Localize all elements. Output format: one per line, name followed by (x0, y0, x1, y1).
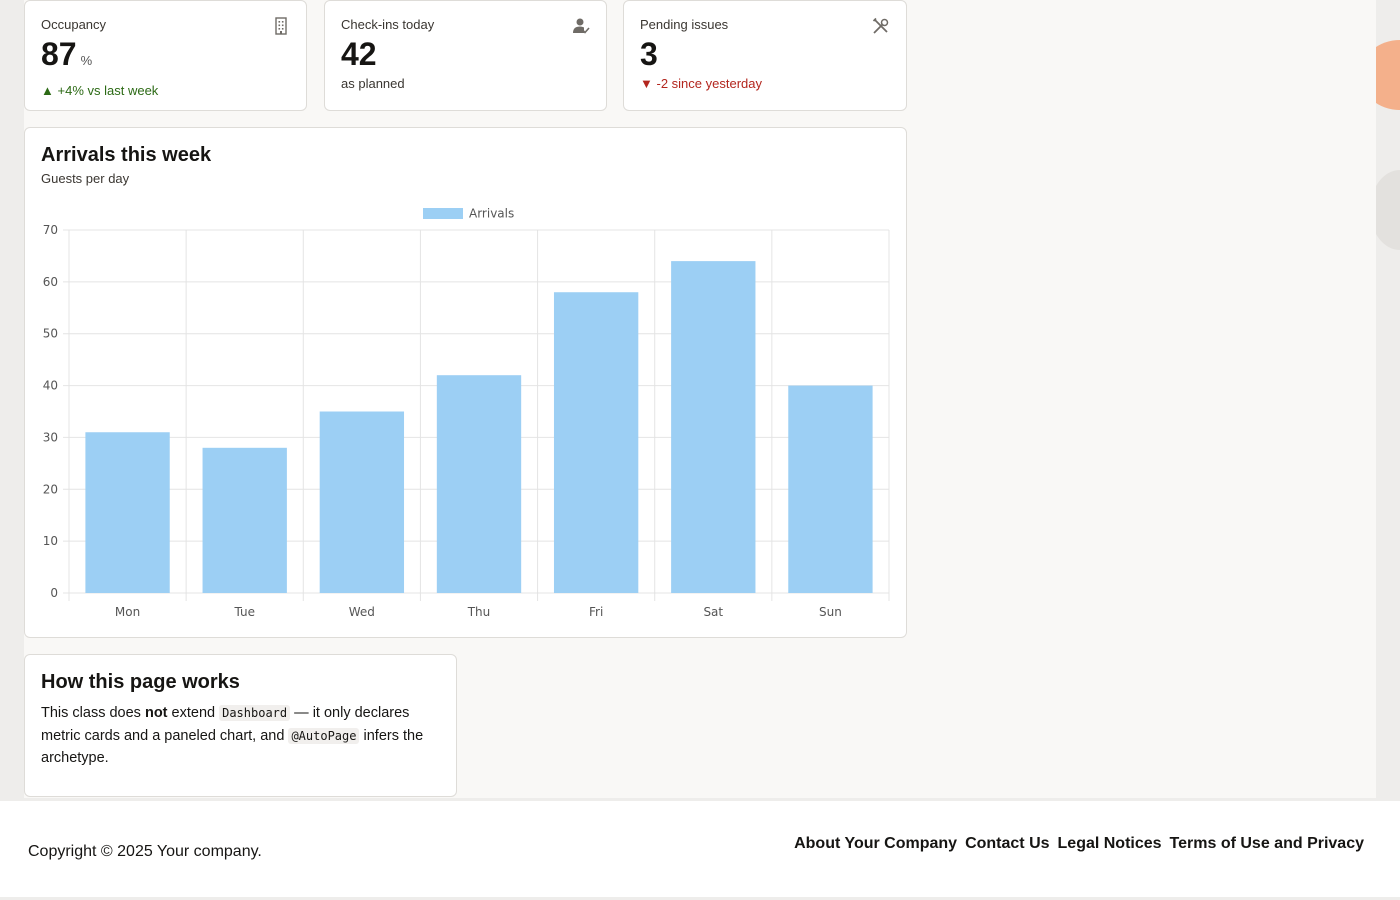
legend-label: Arrivals (469, 207, 514, 221)
y-tick-label: 20 (43, 482, 58, 496)
metric-card-occupancy: Occupancy 87% ▲ +4% vs last week (24, 0, 307, 111)
y-tick-label: 60 (43, 275, 58, 289)
bar-thu (436, 375, 522, 593)
x-tick-label: Mon (115, 605, 140, 619)
footer-link-terms[interactable]: Terms of Use and Privacy (1169, 835, 1364, 852)
code-snippet: @AutoPage (288, 727, 360, 744)
y-tick-label: 0 (50, 586, 58, 600)
bar-sun (788, 385, 873, 593)
main-content: Occupancy 87% ▲ +4% vs last week Check-i… (24, 0, 1376, 798)
metric-label: Check-ins today (341, 17, 435, 32)
metric-value: 3 (640, 36, 658, 72)
footer: Copyright © 2025 Your company. About You… (0, 801, 1400, 897)
footer-link-contact[interactable]: Contact Us (965, 835, 1050, 852)
y-tick-label: 30 (43, 430, 58, 444)
info-title: How this page works (41, 671, 240, 693)
chart-subtitle: Guests per day (41, 171, 130, 186)
info-text: This class does not extend Dashboard — i… (41, 705, 424, 766)
metric-trend: ▲ +4% vs last week (41, 83, 159, 98)
bar-fri (553, 292, 639, 593)
tools-icon (872, 17, 889, 34)
x-tick-label: Thu (467, 605, 491, 619)
y-tick-label: 50 (43, 327, 58, 341)
legend-swatch (423, 208, 463, 219)
metric-label: Occupancy (41, 17, 107, 32)
metric-label: Pending issues (640, 17, 729, 32)
building-icon (275, 17, 287, 35)
footer-link-legal[interactable]: Legal Notices (1057, 835, 1162, 852)
x-tick-label: Sun (819, 605, 842, 619)
metric-unit: % (80, 53, 93, 68)
bar-tue (202, 447, 287, 593)
code-snippet: Dashboard (219, 705, 291, 721)
footer-links: About Your Company Contact Us Legal Noti… (794, 835, 1364, 853)
x-tick-label: Tue (233, 605, 255, 619)
metric-trend: ▼ -2 since yesterday (640, 76, 762, 91)
chart-card: Arrivals this week Guests per day 0 10 20 3… (24, 127, 907, 638)
info-card: How this page works This class does not … (24, 654, 457, 797)
bar-sat (671, 261, 756, 593)
metric-value: 42 (341, 36, 377, 72)
trend-down-icon: ▼ (640, 76, 653, 91)
y-tick-label: 70 (43, 223, 58, 237)
trend-up-icon: ▲ (41, 83, 54, 98)
x-tick-label: Sat (703, 605, 723, 619)
bar-wed (319, 411, 405, 593)
metric-sub: as planned (341, 76, 405, 91)
copyright: Copyright © 2025 Your company. (28, 843, 262, 860)
y-tick-label: 10 (43, 534, 58, 548)
metric-card-pending-issues: Pending issues 3 ▼ -2 since yesterday (623, 0, 907, 111)
x-tick-label: Wed (349, 605, 375, 619)
y-tick-label: 40 (43, 379, 58, 393)
bar-chart: 0 10 20 30 40 50 60 70 Mon Tue Wed Thu Fri Sat Sun Arri… (43, 207, 890, 619)
bar-mon (85, 432, 170, 593)
x-tick-label: Fri (589, 605, 603, 619)
user-check-icon (573, 18, 590, 34)
chart-title: Arrivals this week (41, 144, 212, 166)
metric-card-check-ins: Check-ins today 42 as planned (324, 0, 607, 111)
footer-link-about[interactable]: About Your Company (794, 835, 958, 852)
metric-value: 87% (41, 36, 93, 72)
